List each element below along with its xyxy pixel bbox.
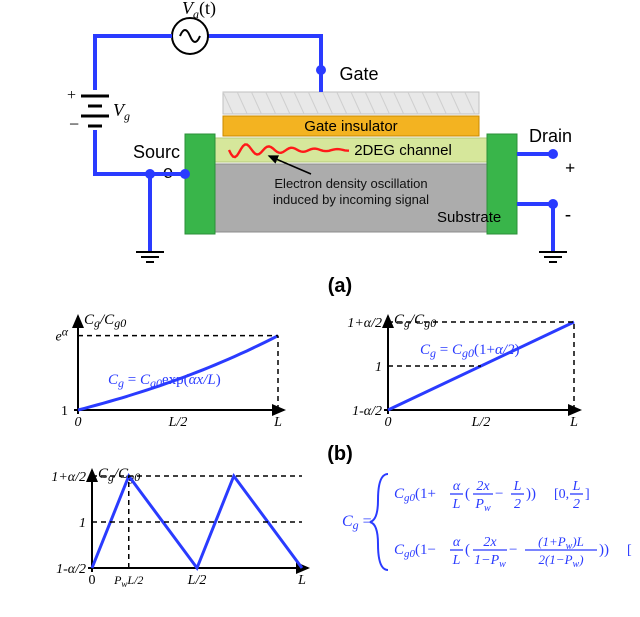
brace-icon [370,474,388,570]
y-axis-label: Cg/Cg0 [394,312,436,330]
ytick-ealpha: eα [55,325,68,345]
svg-text:α: α [453,479,461,494]
gate-label: Gate [339,64,378,84]
svg-text:2: 2 [514,497,521,512]
xtick: L [297,573,306,588]
svg-text:(1+Pw)L: (1+Pw)L [538,534,584,552]
channel-label: 2DEG channel [354,142,452,159]
svg-text:α: α [453,535,461,550]
fig-label-b: (b) [327,443,353,465]
xtick: L/2 [471,415,491,430]
svg-text:(: ( [465,486,470,502]
xtick: L/2 [168,415,188,430]
source-label: Sourc [133,142,180,162]
svg-text:2(1−Pw): 2(1−Pw) [538,552,583,570]
svg-text:L: L [452,497,461,512]
battery-minus: − [69,114,79,134]
ytick: 1-α/2 [352,404,382,419]
ytick: 1+α/2 [51,470,86,485]
oscillation-label-1: Electron density oscillation [274,176,427,191]
ytick: 1 [375,360,382,375]
svg-text:]: ] [585,487,590,502]
gate-metal [223,92,479,114]
va-label: Va(t) [182,0,216,21]
ytick: 1-α/2 [56,562,86,577]
svg-text:−: − [509,542,517,558]
piecewise-line: Cg0(1+ [394,486,436,504]
svg-text:1−Pw: 1−Pw [474,553,506,570]
oscillation-label-2: induced by incoming signal [273,192,429,207]
svg-text:(: ( [465,542,470,558]
svg-text:L: L [452,553,461,568]
xtick: L [273,415,282,430]
minus-label: - [565,204,571,224]
xtick: 0 [385,415,392,430]
svg-text:2: 2 [573,497,580,512]
battery-plus: + [67,87,76,104]
ytick-1: 1 [61,404,68,419]
svg-text:−: − [495,486,503,502]
node-drain-plus [548,149,558,159]
vg-label: Vg [113,100,130,123]
plus-label: + [565,158,575,178]
gate-insulator-label: Gate insulator [304,118,397,135]
xtick: 0 [89,573,96,588]
fig-label-a: (a) [328,275,352,297]
svg-text:)): )) [526,486,536,502]
xtick: L [569,415,578,430]
svg-text:Pw: Pw [474,497,491,514]
piecewise-range: [0, [554,487,569,502]
exp-equation: Cg = Cg0exp(αx/L) [108,372,221,390]
y-axis-label: Cg/Cg0 [84,312,126,330]
source-contact [185,134,215,234]
node-source [180,169,190,179]
svg-text:L: L [513,479,522,494]
drain-label: Drain [529,126,572,146]
ytick: 1 [79,516,86,531]
ytick: 1+α/2 [347,316,382,331]
piecewise-line: Cg0(1− [394,542,436,560]
substrate-label: Substrate [437,209,501,226]
svg-text:2x: 2x [483,535,497,550]
svg-text:)): )) [599,542,609,558]
cg-equals: Cg = [342,513,372,532]
xtick: L/2 [187,573,207,588]
linear-equation: Cg = Cg0(1+α/2) [420,342,520,360]
svg-text:2x: 2x [476,479,490,494]
xtick: 0 [75,415,82,430]
svg-text:L: L [572,479,581,494]
piecewise-range: [ [627,543,632,558]
xtick-pw: PwL/2 [113,573,143,589]
